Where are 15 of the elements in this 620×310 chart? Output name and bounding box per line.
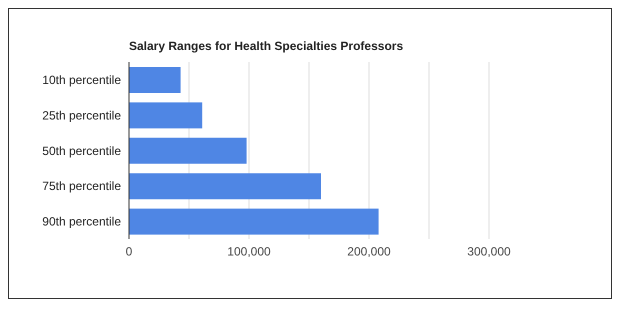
x-tick-label: 300,000 <box>467 244 512 259</box>
bar <box>129 67 181 93</box>
x-tick-label: 100,000 <box>227 244 272 259</box>
y-tick-label: 10th percentile <box>42 72 122 87</box>
bar <box>129 102 202 128</box>
y-tick-label: 50th percentile <box>42 144 122 158</box>
y-tick-label: 90th percentile <box>42 214 122 229</box>
y-tick-label: 25th percentile <box>42 108 122 122</box>
bar <box>129 173 321 200</box>
chart-title: Salary Ranges for Health Specialties Professors <box>129 39 404 53</box>
bar <box>129 138 247 164</box>
bar <box>129 208 379 235</box>
y-tick-label: 75th percentile <box>42 179 122 194</box>
x-tick-label: 200,000 <box>347 244 392 259</box>
x-tick-label: 0 <box>126 244 133 259</box>
